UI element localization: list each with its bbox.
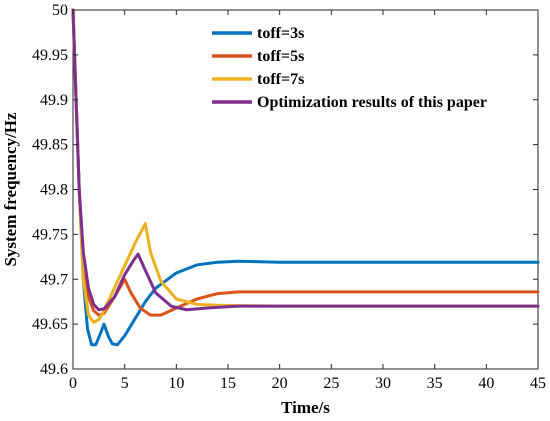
y-tick-label: 49.8 (40, 182, 68, 199)
legend: toff=3s toff=5s toff=7s Optimization result… (212, 25, 487, 111)
legend-label: toff=3s (257, 25, 304, 42)
legend-label: toff=5s (257, 48, 304, 65)
x-tick-label: 10 (168, 375, 184, 392)
y-tick-label: 49.6 (40, 361, 68, 378)
x-tick-label: 35 (427, 375, 443, 392)
x-tick-label: 15 (220, 375, 236, 392)
legend-label: toff=7s (257, 71, 304, 88)
x-tick-label: 40 (478, 375, 494, 392)
x-tick-label: 30 (375, 375, 391, 392)
series-line-1 (71, 8, 540, 347)
plot-area (72, 9, 539, 370)
plot-frame (72, 9, 539, 370)
y-tick-label: 49.7 (40, 271, 68, 288)
y-tick-label: 49.75 (32, 226, 68, 243)
x-tick-label: 25 (323, 375, 339, 392)
y-tick-label: 49.85 (32, 137, 68, 154)
x-tick-label: 0 (69, 375, 77, 392)
series-line-4 (71, 8, 540, 312)
x-tick-label: 45 (530, 375, 546, 392)
y-axis-label: System frequency/Hz (1, 112, 20, 267)
series-line-3 (71, 8, 540, 324)
y-tick-label: 49.95 (32, 47, 68, 64)
y-tick-label: 49.9 (40, 92, 68, 109)
ticks-layer: 0 5 10 15 20 25 30 35 40 45 49.6 49.65 49.7 49.75 49.8… (32, 2, 546, 392)
legend-label: Optimization results of this paper (257, 94, 487, 111)
series-layer (71, 8, 540, 347)
x-axis-label: Time/s (281, 398, 330, 417)
x-tick-label: 5 (121, 375, 129, 392)
y-tick-label: 49.65 (32, 316, 68, 333)
x-tick-label: 20 (272, 375, 288, 392)
y-tick-label: 50 (52, 2, 68, 19)
